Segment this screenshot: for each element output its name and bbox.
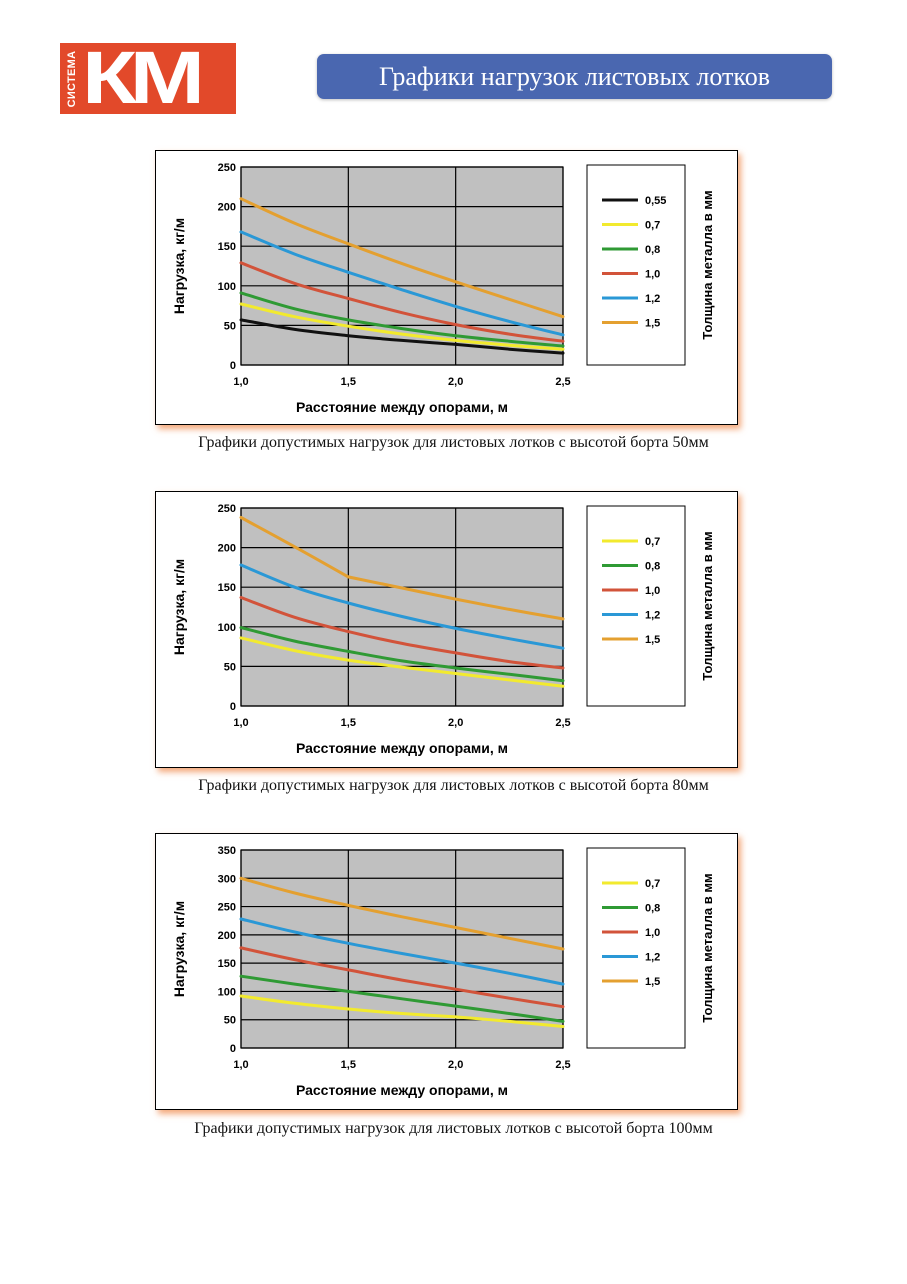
series-line-1-2: [239, 563, 565, 650]
legend-title: Толщина металла в мм: [700, 873, 715, 1022]
y-tick-label: 250: [218, 162, 236, 174]
series-line-0-8: [239, 974, 565, 1023]
series-line-1-2: [239, 917, 565, 986]
y-axis-label: Нагрузка, кг/м: [171, 559, 187, 655]
y-tick-label: 50: [224, 1015, 236, 1027]
plot-border: [240, 507, 564, 707]
x-axis-label: Расстояние между опорами, м: [296, 399, 508, 415]
y-tick-label: 0: [230, 1043, 236, 1055]
header-banner: Графики нагрузок листовых лотков: [317, 54, 832, 99]
series-line-1-5: [239, 516, 565, 621]
legend-label: 0,7: [645, 878, 660, 890]
legend-label: 1,0: [645, 927, 660, 939]
series-line-1-5: [239, 876, 565, 951]
legend-label: 0,8: [645, 903, 660, 915]
plot-border: [240, 166, 564, 366]
y-tick-label: 50: [224, 661, 236, 673]
y-tick-label: 200: [218, 543, 236, 555]
series-line-0-8: [239, 291, 565, 348]
y-tick-label: 100: [218, 986, 236, 998]
plot-area: [241, 850, 563, 1048]
x-tick-label: 2,0: [448, 376, 463, 388]
x-tick-label: 2,5: [555, 717, 570, 729]
y-axis-label: Нагрузка, кг/м: [171, 901, 187, 997]
chart-caption-100mm: Графики допустимых нагрузок для листовых…: [194, 1120, 713, 1137]
y-tick-label: 300: [218, 873, 236, 885]
logo-big-text: КМ: [82, 36, 205, 119]
y-tick-label: 150: [218, 582, 236, 594]
legend-label: 1,5: [645, 976, 660, 988]
x-tick-label: 2,5: [555, 1059, 570, 1071]
chart-caption-50mm: Графики допустимых нагрузок для листовых…: [198, 434, 709, 451]
x-tick-label: 2,0: [448, 717, 463, 729]
y-tick-label: 250: [218, 503, 236, 515]
legend-box: [586, 164, 686, 366]
x-axis-label: Расстояние между опорами, м: [296, 740, 508, 756]
y-tick-label: 200: [218, 202, 236, 214]
plot-area: [241, 167, 563, 365]
legend-label: 0,7: [645, 220, 660, 232]
legend-label: 1,5: [645, 634, 660, 646]
series-line-0-8: [239, 626, 565, 683]
x-tick-label: 2,0: [448, 1059, 463, 1071]
series-line-1-0: [239, 261, 565, 343]
legend-label: 1,0: [645, 269, 660, 281]
y-tick-label: 100: [218, 281, 236, 293]
series-line-0-7: [239, 636, 565, 688]
legend-title: Толщина металла в мм: [700, 190, 715, 339]
y-tick-label: 150: [218, 241, 236, 253]
chart-caption-80mm: Графики допустимых нагрузок для листовых…: [198, 777, 709, 794]
x-tick-label: 1,0: [233, 376, 248, 388]
series-line-0-7: [239, 302, 565, 351]
y-axis-label: Нагрузка, кг/м: [171, 218, 187, 314]
chart-svg: 0 50 100 150 200 250 1,0 1,5 2,0 2,5 Нагрузка, кг/…: [171, 162, 715, 415]
series-line-0-55: [239, 318, 565, 355]
chart-svg: 0 50 100 150 200 250 1,0 1,5 2,0 2,5 Нагрузка, кг/…: [171, 503, 715, 756]
legend-label: 1,2: [645, 610, 660, 622]
chart-svg: 0 50 100 150 200 250 300 350 1,0 1,5 2,0 2,5 Нагрузк…: [171, 845, 715, 1098]
logo-small-text-wrap: СИСТЕМА: [64, 43, 80, 114]
series-line-1-5: [239, 197, 565, 319]
legend-label: 0,8: [645, 244, 660, 256]
chart-frame-50mm: 0 50 100 150 200 250 1,0 1,5 2,0 2,5 Нагрузка, кг/…: [155, 150, 738, 425]
legend-title: Толщина металла в мм: [700, 531, 715, 680]
logo-small-text: СИСТЕМА: [66, 50, 78, 107]
legend-label: 1,2: [645, 293, 660, 305]
x-axis-label: Расстояние между опорами, м: [296, 1082, 508, 1098]
series-line-1-0: [239, 946, 565, 1009]
x-tick-label: 1,0: [233, 717, 248, 729]
x-tick-label: 1,5: [341, 376, 356, 388]
x-tick-label: 1,0: [233, 1059, 248, 1071]
legend-label: 1,2: [645, 952, 660, 964]
series-line-0-7: [239, 994, 565, 1028]
chart-frame-80mm: 0 50 100 150 200 250 1,0 1,5 2,0 2,5 Нагрузка, кг/…: [155, 491, 738, 768]
x-tick-label: 2,5: [555, 376, 570, 388]
legend-label: 0,8: [645, 561, 660, 573]
legend-box: [586, 847, 686, 1049]
legend-label: 0,55: [645, 195, 666, 207]
page-title: Графики нагрузок листовых лотков: [378, 61, 771, 91]
x-tick-label: 1,5: [341, 717, 356, 729]
y-tick-label: 50: [224, 320, 236, 332]
y-tick-label: 200: [218, 930, 236, 942]
y-tick-label: 350: [218, 845, 236, 857]
y-tick-label: 250: [218, 902, 236, 914]
y-tick-label: 0: [230, 701, 236, 713]
series-line-1-0: [239, 596, 565, 670]
legend-box: [586, 505, 686, 707]
y-tick-label: 150: [218, 958, 236, 970]
chart-frame-100mm: 0 50 100 150 200 250 300 350 1,0 1,5 2,0 2,5 Нагрузк…: [155, 833, 738, 1110]
legend-label: 1,0: [645, 585, 660, 597]
logo: СИСТЕМА КМ: [60, 39, 236, 117]
series-line-1-2: [239, 230, 565, 337]
legend-label: 0,7: [645, 536, 660, 548]
y-tick-label: 0: [230, 360, 236, 372]
legend-label: 1,5: [645, 318, 660, 330]
x-tick-label: 1,5: [341, 1059, 356, 1071]
y-tick-label: 100: [218, 622, 236, 634]
